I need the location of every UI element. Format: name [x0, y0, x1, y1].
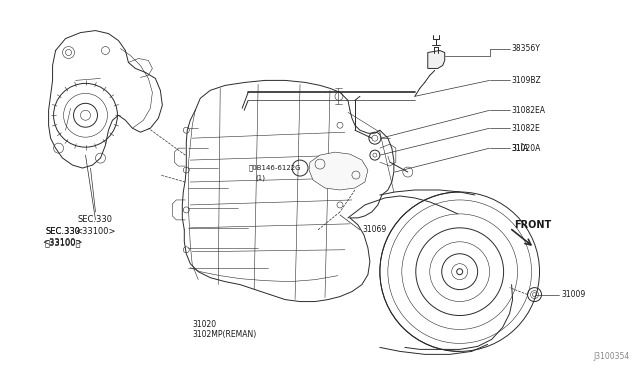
Text: 31069: 31069 — [362, 225, 386, 234]
Text: SEC.330: SEC.330 — [78, 215, 113, 224]
Polygon shape — [428, 51, 445, 68]
Text: J3100354: J3100354 — [593, 352, 629, 361]
Text: 38356Y: 38356Y — [511, 44, 540, 53]
Text: <33100>: <33100> — [76, 227, 116, 236]
Polygon shape — [309, 152, 368, 190]
Text: 31082EA: 31082EA — [511, 106, 545, 115]
Text: SEC.330: SEC.330 — [45, 227, 80, 236]
Text: 31ȊA: 31ȊA — [511, 144, 529, 153]
Text: 〳33100〴: 〳33100〴 — [44, 238, 81, 247]
Text: 3102MP(REMAN): 3102MP(REMAN) — [192, 330, 257, 339]
Text: 31020A: 31020A — [511, 144, 541, 153]
Text: <33100>: <33100> — [42, 238, 83, 247]
Text: SEC.330: SEC.330 — [45, 227, 80, 236]
Text: ⒰0B146-6122G: ⒰0B146-6122G — [248, 165, 301, 171]
Text: 31020: 31020 — [192, 320, 216, 329]
Text: 31082E: 31082E — [511, 124, 540, 133]
Text: 31009: 31009 — [561, 290, 586, 299]
Text: (1): (1) — [255, 175, 265, 181]
Text: 3109BZ: 3109BZ — [511, 76, 541, 85]
Text: FRONT: FRONT — [515, 220, 552, 230]
